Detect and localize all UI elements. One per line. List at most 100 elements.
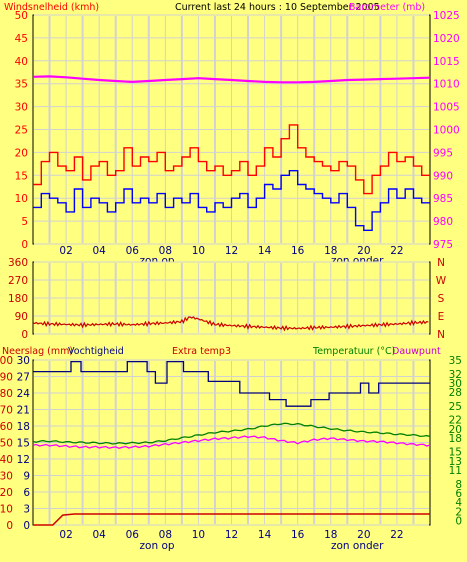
- rain-tick-label: 18: [17, 421, 30, 433]
- rain-axis-title: Neerslag (mm): [2, 346, 73, 357]
- humidity-line: [33, 360, 430, 407]
- barometer-tick-label: 975: [433, 239, 453, 251]
- rain-tick-label: 15: [17, 438, 30, 450]
- wind-speed-line: [33, 169, 430, 232]
- panel1-hour-tick-label: 14: [258, 245, 272, 257]
- temperature-tick-label: 20: [449, 424, 462, 436]
- panel1-hour-tick-label: 18: [324, 245, 337, 257]
- compass-tick-label: N: [437, 329, 445, 341]
- temperature-tick-label: 4: [455, 497, 462, 509]
- wind-direction-line: [32, 316, 429, 332]
- panel3-hour-tick-label: 20: [357, 529, 370, 541]
- barometer-tick-label: 1000: [433, 125, 460, 137]
- panel3-hour-tick-label: 12: [225, 529, 238, 541]
- temperature-line: [32, 422, 431, 445]
- panel1-hour-tick-label: 08: [159, 245, 172, 257]
- wind-axis-title: Windsnelheid (kmh): [4, 2, 99, 13]
- sunset-label: zon onder: [331, 540, 384, 552]
- extra-temp-title: Extra temp3: [172, 346, 231, 357]
- humidity-tick-label: 70: [0, 405, 13, 417]
- rain-tick-label: 30: [17, 355, 30, 367]
- temperature-tick-label: 28: [449, 387, 462, 399]
- panel3-hour-tick-label: 10: [192, 529, 205, 541]
- panel1-hour-tick-label: 10: [192, 245, 205, 257]
- rain-tick-label: 21: [17, 405, 30, 417]
- compass-tick-label: S: [438, 293, 445, 305]
- humidity-tick-label: 90: [0, 372, 13, 384]
- barometer-tick-label: 1025: [433, 10, 460, 22]
- barometer-tick-label: 1005: [433, 102, 460, 114]
- rain-tick-label: 27: [17, 372, 30, 384]
- barometer-tick-label: 1015: [433, 56, 460, 68]
- panel1-hour-tick-label: 02: [59, 245, 72, 257]
- wind-tick-label: 40: [15, 56, 28, 68]
- rain-tick-label: 3: [23, 504, 30, 516]
- compass-tick-label: N: [437, 257, 445, 269]
- barometer-tick-label: 990: [433, 170, 453, 182]
- panel3-hour-tick-label: 14: [258, 529, 272, 541]
- temperature-tick-label: 0: [455, 515, 462, 527]
- temperature-tick-label: 30: [449, 378, 462, 390]
- temperature-tick-label: 6: [455, 488, 462, 500]
- wind-tick-label: 0: [21, 239, 28, 251]
- wind-gust-line: [33, 124, 430, 195]
- panel1-hour-tick-label: 04: [92, 245, 106, 257]
- direction-tick-label: 180: [8, 293, 28, 305]
- humidity-tick-label: 50: [0, 438, 13, 450]
- temperature-tick-label: 35: [449, 355, 462, 367]
- wind-tick-label: 20: [15, 147, 28, 159]
- rain-tick-label: 12: [17, 454, 30, 466]
- panel3-hour-tick-label: 16: [291, 529, 305, 541]
- wind-tick-label: 5: [21, 216, 28, 228]
- panel3-hour-tick-label: 04: [92, 529, 106, 541]
- panel1-hour-tick-label: 06: [126, 245, 140, 257]
- temperature-tick-label: 11: [449, 465, 462, 477]
- temperature-tick-label: 22: [449, 415, 462, 427]
- wind-tick-label: 35: [15, 79, 28, 91]
- rain-line: [33, 513, 430, 526]
- barometer-tick-label: 1010: [433, 79, 460, 91]
- wind-tick-label: 30: [15, 102, 28, 114]
- panel1-hour-tick-label: 12: [225, 245, 238, 257]
- panel1-hour-tick-label: 16: [291, 245, 305, 257]
- direction-tick-label: 90: [15, 311, 28, 323]
- panel3-hour-tick-label: 02: [59, 529, 72, 541]
- panel3-hour-tick-label: 18: [324, 529, 337, 541]
- panel3-hour-tick-label: 08: [159, 529, 172, 541]
- sunrise-label: zon op: [140, 540, 175, 552]
- humidity-tick-label: 30: [0, 471, 13, 483]
- direction-tick-label: 360: [8, 257, 28, 269]
- rain-tick-label: 6: [23, 487, 30, 499]
- temperature-tick-label: 15: [449, 447, 462, 459]
- humidity-tick-label: 10: [0, 504, 13, 516]
- temperature-tick-label: 18: [449, 433, 462, 445]
- wind-tick-label: 25: [15, 125, 28, 137]
- direction-tick-label: 0: [21, 329, 28, 341]
- panel1-hour-tick-label: 20: [357, 245, 370, 257]
- barometer-tick-label: 995: [433, 147, 453, 159]
- temperature-axis-title: Temperatuur (°C): [312, 346, 395, 357]
- wind-tick-label: 45: [15, 33, 28, 45]
- humidity-tick-label: 100: [0, 355, 13, 367]
- temperature-tick-label: 13: [449, 456, 462, 468]
- wind-tick-label: 15: [15, 170, 28, 182]
- temperature-tick-label: 8: [455, 479, 462, 491]
- panel1-hour-tick-label: 22: [390, 245, 403, 257]
- rain-tick-label: 24: [17, 388, 31, 400]
- humidity-tick-label: 40: [0, 454, 13, 466]
- barometer-tick-label: 980: [433, 216, 453, 228]
- rain-tick-label: 9: [23, 471, 30, 483]
- wind-tick-label: 50: [15, 10, 28, 22]
- humidity-tick-label: 80: [0, 388, 13, 400]
- compass-tick-label: W: [436, 275, 447, 287]
- chart-title: Current last 24 hours : 10 September 200…: [175, 2, 380, 13]
- dewpoint-line: [32, 435, 431, 449]
- wind-tick-label: 10: [15, 193, 28, 205]
- panel3-hour-tick-label: 22: [390, 529, 403, 541]
- temperature-tick-label: 25: [449, 401, 462, 413]
- barometer-line: [32, 75, 431, 84]
- temperature-tick-label: 32: [449, 369, 462, 381]
- temperature-tick-label: 2: [455, 506, 462, 518]
- barometer-tick-label: 1020: [433, 33, 460, 45]
